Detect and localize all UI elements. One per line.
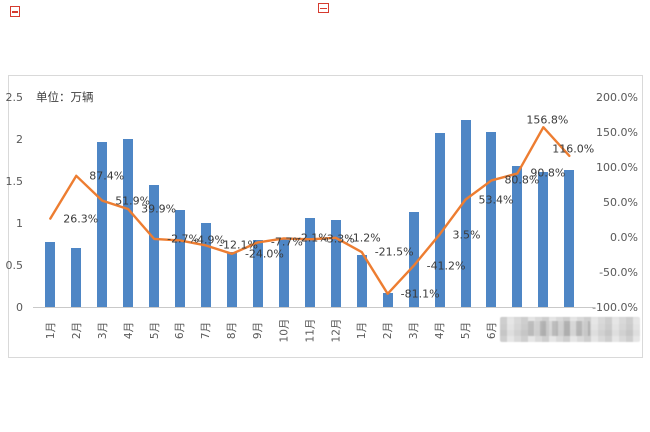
bar bbox=[382, 292, 393, 307]
data-label: -7.7% bbox=[270, 235, 303, 249]
bar bbox=[434, 133, 445, 307]
unit-label: 单位：万辆 bbox=[36, 90, 94, 104]
data-label: 116.0% bbox=[552, 142, 595, 156]
right-axis-tick: -100.0% bbox=[592, 301, 638, 314]
bar bbox=[123, 139, 134, 307]
data-label: -2.7% bbox=[167, 232, 200, 246]
right-axis-tick: 50.0% bbox=[603, 196, 638, 209]
data-label: 53.4% bbox=[478, 193, 514, 207]
data-label: -24.0% bbox=[244, 247, 284, 261]
red-watermark-icon bbox=[318, 3, 329, 13]
data-label: 156.8% bbox=[526, 113, 569, 127]
data-label: 80.8% bbox=[504, 173, 540, 187]
data-label: -41.2% bbox=[426, 259, 466, 273]
bar bbox=[226, 252, 237, 307]
data-label: 39.9% bbox=[141, 202, 177, 216]
data-label: 87.4% bbox=[89, 169, 125, 183]
data-label: -1.2% bbox=[348, 231, 381, 245]
data-label: -3.3% bbox=[322, 232, 355, 246]
data-label: -2.1% bbox=[296, 231, 329, 245]
data-label: 26.3% bbox=[63, 212, 99, 226]
data-label: -4.9% bbox=[193, 233, 225, 247]
blurred-watermark bbox=[500, 317, 640, 342]
right-axis-tick: 100.0% bbox=[596, 161, 638, 174]
data-label: 3.5% bbox=[452, 228, 481, 242]
left-axis-tick: 2 bbox=[16, 133, 23, 146]
data-label: 90.8% bbox=[530, 166, 566, 180]
data-label: -21.5% bbox=[374, 245, 414, 259]
right-axis-tick: -50.0% bbox=[599, 266, 638, 279]
x-axis-line bbox=[33, 307, 593, 308]
bar bbox=[97, 141, 108, 307]
left-axis-tick: 0 bbox=[16, 301, 23, 314]
right-axis-tick: 0.0% bbox=[610, 231, 638, 244]
data-label: 51.9% bbox=[115, 194, 151, 208]
bar bbox=[45, 242, 56, 307]
bar bbox=[71, 248, 82, 307]
bar bbox=[538, 171, 549, 307]
data-label: -12.1% bbox=[219, 238, 258, 252]
bar bbox=[486, 132, 497, 307]
bar bbox=[512, 165, 523, 307]
red-watermark-icon bbox=[10, 6, 20, 17]
bar bbox=[175, 210, 186, 307]
left-axis-tick: 1 bbox=[16, 217, 23, 230]
bar bbox=[460, 119, 471, 307]
data-label: -81.1% bbox=[400, 287, 440, 301]
bar bbox=[356, 254, 367, 307]
right-axis-tick: 150.0% bbox=[596, 126, 638, 139]
right-axis-tick: 200.0% bbox=[596, 91, 638, 104]
left-axis-tick: 1.5 bbox=[5, 175, 24, 188]
left-axis-tick: 0.5 bbox=[5, 259, 24, 272]
left-axis-tick: 2.5 bbox=[5, 91, 24, 104]
